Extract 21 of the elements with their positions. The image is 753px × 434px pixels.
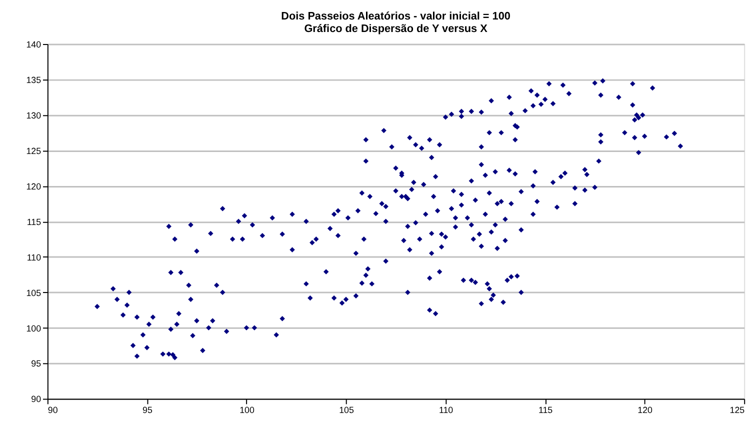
x-tick-label: 90	[48, 405, 58, 416]
chart-title: Dois Passeios Aleatórios - valor inicial = 100	[281, 10, 510, 22]
x-tick-label: 125	[730, 405, 745, 416]
y-tick-label: 115	[26, 216, 42, 227]
y-tick-label: 125	[26, 146, 42, 156]
y-tick-label: 110	[26, 252, 42, 262]
chart-subtitle: Gráfico de Dispersão de Y versus X	[304, 23, 488, 36]
x-tick-label: 120	[638, 405, 653, 416]
y-tick-label: 140	[26, 39, 42, 50]
y-tick-label: 130	[26, 110, 42, 120]
y-tick-label: 120	[26, 181, 42, 192]
x-tick-label: 105	[339, 405, 354, 416]
y-tick-label: 135	[26, 74, 42, 85]
x-tick-label: 110	[438, 405, 454, 416]
x-tick-label: 115	[538, 405, 553, 416]
x-tick-label: 95	[142, 405, 152, 416]
y-tick-label: 95	[31, 358, 42, 369]
y-tick-label: 100	[26, 323, 42, 334]
y-tick-label: 105	[26, 288, 42, 298]
y-tick-label: 90	[31, 394, 42, 404]
x-tick-label: 100	[240, 405, 254, 416]
